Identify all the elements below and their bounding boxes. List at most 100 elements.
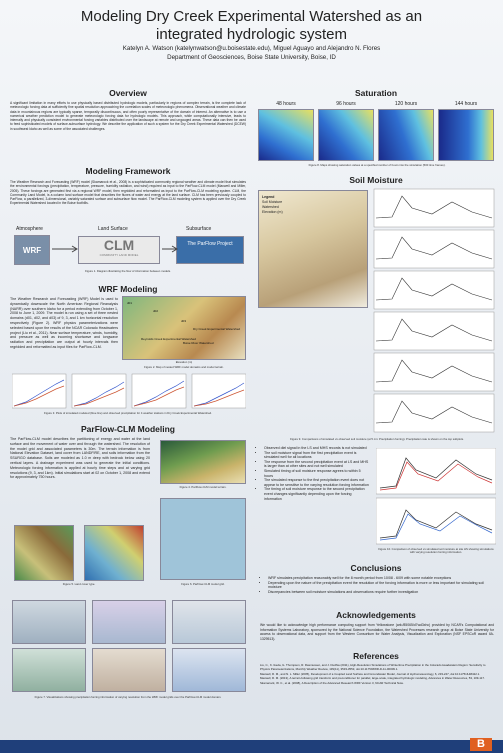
plot-frame: [373, 311, 495, 351]
plot-frame: [373, 188, 495, 228]
heading: Saturation: [354, 88, 398, 98]
heading: Soil Moisture: [349, 175, 403, 185]
map-label: 48 hours: [276, 101, 296, 107]
heading: Overview: [109, 88, 147, 98]
precip-plots: [12, 373, 246, 409]
caption: Figure 7. Visualizations showing precipi…: [34, 696, 222, 699]
domain-map: d01 d02 d03 Dry Creek Experimental Watershe…: [122, 296, 246, 360]
plot-line: [375, 400, 493, 424]
forcing-image: [12, 648, 86, 692]
map-label: d03: [181, 319, 187, 323]
clm-sub: COMMUNITY LAND MODEL: [99, 253, 139, 257]
terrain-image: [160, 440, 246, 484]
plot-frame: [373, 352, 495, 392]
plot-frame: [373, 229, 495, 269]
legend-item: Soil Moisture: [262, 200, 283, 204]
bullet-list: WRF simulates precipitation reasonably w…: [262, 576, 494, 594]
forcing-image: [12, 600, 86, 644]
forcing-image: [92, 648, 166, 692]
forcing-image: [92, 600, 166, 644]
caption: Figure 3. Plots of simulated modeled (bl…: [44, 412, 212, 415]
reference: Liu, C., K. Ikeda, G. Thompson, R. Rasmu…: [260, 663, 486, 671]
wrf-logo: WRF: [14, 235, 50, 265]
landcover-image: [84, 525, 144, 581]
reference: Maxwell, R. M., and N. L. Miller (2005),…: [260, 671, 481, 676]
heading: Conclusions: [350, 563, 402, 573]
bullet: The timing of soil moisture response to …: [264, 487, 370, 501]
caption: Figure 1. Diagram illustrating the flow …: [85, 270, 171, 273]
caption: Figure 2. Map of nested WRF model domain…: [144, 366, 224, 369]
caption: Figure 4. ParFlow-CLM model terrain.: [179, 486, 227, 489]
bullet-list: Observed diel signal in the LS and MHS r…: [258, 446, 370, 501]
bullet: Observed diel signal in the LS and MHS r…: [264, 446, 370, 451]
legend-item: Watershed: [262, 205, 279, 209]
bullet: The simulated response to the first prec…: [264, 478, 370, 487]
legend: Legend Soil Moisture Watershed Elevation (m…: [262, 195, 283, 215]
diagram-label: Atmosphere: [16, 226, 43, 232]
university-logo: B: [470, 738, 492, 751]
heading: Modeling Framework: [85, 166, 171, 176]
resolution-plots: [376, 448, 496, 545]
map-label: 120 hours: [394, 101, 418, 107]
map-label: 96 hours: [336, 101, 356, 107]
saturation-map: [318, 109, 374, 161]
plot-line: [375, 318, 493, 342]
diagram-label: Subsurface: [186, 226, 212, 232]
soil-map: Legend Soil Moisture Watershed Elevation (m…: [258, 190, 368, 308]
caption: Figure 10. Comparison of observed vs sim…: [378, 548, 494, 555]
plot-line: [375, 277, 493, 301]
clm-text: CLM: [103, 237, 135, 253]
grid-image: [160, 498, 246, 580]
saturation-map: [438, 109, 494, 161]
affiliation: Department of Geosciences, Boise State U…: [167, 54, 336, 61]
title: integrated hydrologic system: [156, 26, 347, 43]
bullet: WRF simulates precipitation reasonably w…: [268, 576, 494, 581]
bullet: Discrepancies between soil moisture simu…: [268, 590, 494, 595]
clm-logo: CLM COMMUNITY LAND MODEL: [78, 236, 160, 264]
caption: Figure 5. Land cover type.: [62, 583, 96, 586]
heading: Acknowledgements: [336, 610, 416, 620]
saturation-map: [378, 109, 434, 161]
saturation-map: [258, 109, 314, 161]
forcing-image: [172, 600, 246, 644]
authors: Katelyn A. Watson (katelynwatson@u.boise…: [122, 45, 381, 52]
parflow-logo: The ParFlow Project: [176, 236, 244, 264]
paragraph: A significant limitation in many efforts…: [10, 101, 246, 131]
bullet: Depending upon the nature of the precipi…: [268, 581, 494, 590]
map-label: Dry Creek Experimental Watershed: [193, 327, 241, 331]
legend-item: Elevation (m): [262, 210, 283, 214]
plot-line: [375, 236, 493, 260]
plot-frame: [373, 393, 495, 433]
map-label: Boise River Watershed: [183, 341, 214, 345]
heading: ParFlow-CLM Modeling: [81, 424, 175, 434]
landcover-image: [14, 525, 74, 581]
caption: Figure 8. Maps showing saturation values…: [308, 164, 446, 167]
caption: Figure 6. ParFlow-CLM model grid.: [181, 583, 225, 586]
heading: WRF Modeling: [98, 284, 158, 294]
forcing-image: [172, 648, 246, 692]
reference-list: Liu, C., K. Ikeda, G. Thompson, R. Rasmu…: [260, 663, 494, 687]
plot-line: [375, 359, 493, 383]
map-label: d01: [127, 301, 133, 305]
footer-bar: [0, 740, 503, 753]
reference: Maxwell, R. M. (2013), A terrain-followi…: [260, 676, 485, 681]
bullet: The response from the second precipitati…: [264, 460, 370, 469]
paragraph: The ParFlow-CLM model describes the part…: [10, 437, 150, 480]
paragraph: The Weather Research and Forecasting (WR…: [10, 297, 118, 349]
soil-moisture-plots: [373, 188, 495, 433]
diagram-arrows: [52, 245, 178, 253]
map-label: Reynolds Creek Experimental Watershed: [141, 337, 196, 341]
reference: Skamarock, W. C., et al. (2008), A Descr…: [260, 681, 404, 686]
plot-frame: [373, 270, 495, 310]
map-label: d02: [153, 309, 159, 313]
plot-line: [375, 195, 493, 219]
bullet: Simulated timing of soil moisture respon…: [264, 469, 370, 478]
diagram-label: Land Surface: [98, 226, 128, 232]
heading: References: [353, 651, 399, 661]
bullet: The soil moisture signal from the first …: [264, 451, 370, 460]
legend-item: Legend: [262, 195, 275, 199]
title: Modeling Dry Creek Experimental Watershe…: [80, 8, 423, 25]
map-axis: Elevation (m): [175, 361, 193, 364]
caption: Figure 9. Comparisons of simulated vs ob…: [290, 438, 464, 441]
